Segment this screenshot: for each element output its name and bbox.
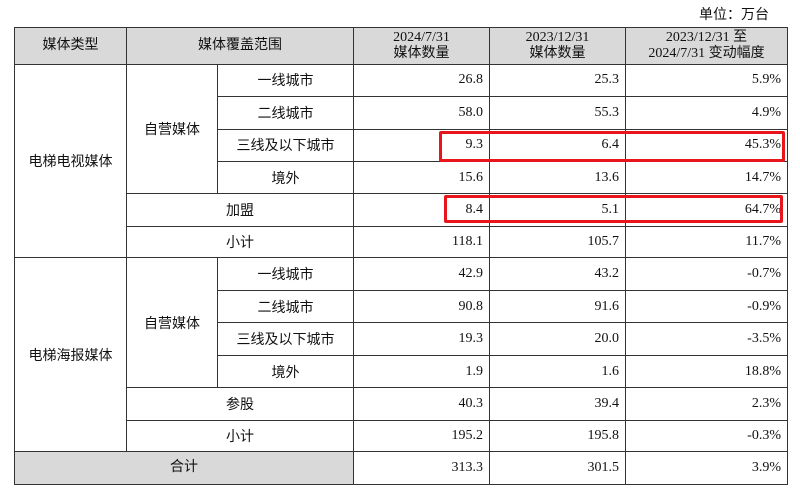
- media-type-cell: 电梯电视媒体: [14, 63, 127, 259]
- header-2024: 2024/7/31 媒体数量: [353, 27, 490, 65]
- table-row: 二线城市 90.8 91.6 -0.9%: [15, 289, 788, 324]
- subtotal-row: 小计 195.2 195.8 -0.3%: [15, 419, 788, 453]
- header-media-type: 媒体类型: [14, 27, 127, 65]
- subtotal-row: 小计 118.1 105.7 11.7%: [15, 225, 788, 259]
- table-row: 参股 40.3 39.4 2.3%: [15, 387, 788, 421]
- header-coverage: 媒体覆盖范围: [126, 27, 354, 65]
- group-cell: 自营媒体: [126, 257, 218, 389]
- header-2023: 2023/12/31 媒体数量: [489, 27, 626, 65]
- table-row: 加盟 8.4 5.1 64.7%: [15, 193, 788, 227]
- media-count-table: 媒体类型 媒体覆盖范围 2024/7/31 媒体数量 2023/12/31 媒体数量…: [14, 27, 788, 485]
- group-cell: 自营媒体: [126, 63, 218, 195]
- unit-label: 单位：万台: [699, 8, 769, 23]
- header-row: 媒体类型 媒体覆盖范围 2024/7/31 媒体数量 2023/12/31 媒体数量…: [14, 27, 788, 65]
- total-row: 合计 313.3 301.5 3.9%: [14, 451, 788, 485]
- table-row: 境外 1.9 1.6 18.8%: [15, 354, 788, 389]
- table-row: 三线及以下城市 19.3 20.0 -3.5%: [15, 322, 788, 356]
- table-row: 三线及以下城市 9.3 6.4 45.3%: [15, 128, 788, 163]
- table-row: 二线城市 58.0 55.3 4.9%: [15, 96, 788, 130]
- table-row: 境外 15.6 13.6 14.7%: [15, 160, 788, 195]
- table-row: 电梯电视媒体 自营媒体 一线城市 26.8 25.3 5.9%: [14, 63, 788, 259]
- total-label: 合计: [14, 451, 354, 485]
- header-change: 2023/12/31 至 2024/7/31 变动幅度: [625, 27, 788, 65]
- media-type-cell: 电梯海报媒体: [14, 257, 127, 453]
- table-row: 电梯海报媒体 自营媒体 一线城市 42.9 43.2 -0.7%: [14, 257, 788, 453]
